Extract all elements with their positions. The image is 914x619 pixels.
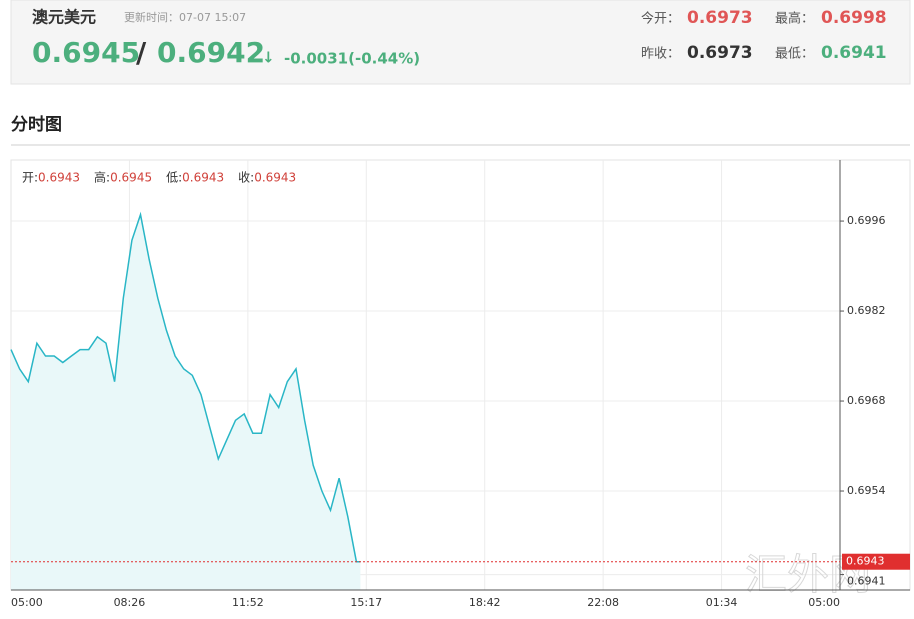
section-title: 分时图 <box>11 115 62 135</box>
ohlc-label: 低: <box>166 171 182 185</box>
x-tick-label: 18:42 <box>469 596 501 609</box>
current-price-box <box>842 553 910 570</box>
update-time: 更新时间：07-07 15:07 <box>124 10 246 24</box>
stat-label: 今开： <box>641 11 680 27</box>
price-change: -0.0031(-0.44%) <box>284 50 420 68</box>
y-tick-label: 0.6968 <box>847 394 886 407</box>
x-tick-label: 05:00 <box>11 596 43 609</box>
x-tick-label: 01:34 <box>706 596 738 609</box>
ask-price: 0.6942 <box>157 36 265 69</box>
stat-value: 0.6998 <box>821 8 887 28</box>
stat-label: 最低： <box>775 47 814 62</box>
x-tick-label: 08:26 <box>114 596 146 609</box>
stat-label: 最高： <box>775 11 814 27</box>
quote-panel <box>10 0 911 85</box>
separator: / <box>136 36 147 69</box>
y-tick-label: 0.6982 <box>847 304 886 317</box>
stat-value: 0.6973 <box>687 43 753 63</box>
y-tick-label: 0.6941 <box>847 575 886 588</box>
stat-value: 0.6941 <box>821 43 887 63</box>
stat-value: 0.6973 <box>687 8 753 28</box>
ohlc-label: 收: <box>238 171 254 185</box>
ohlc-label: 高: <box>94 170 110 185</box>
area-fill <box>11 214 361 590</box>
ohlc-value: 0.6943 <box>254 171 296 185</box>
current-price-label: 0.6943 <box>846 555 885 568</box>
x-tick-label: 15:17 <box>350 596 382 609</box>
ohlc-value: 0.6943 <box>182 171 224 185</box>
bid-price: 0.6945 <box>32 36 140 69</box>
x-tick-label: 05:00 <box>808 596 840 609</box>
y-tick-label: 0.6954 <box>847 484 886 497</box>
x-tick-label: 11:52 <box>232 596 264 609</box>
y-tick-label: 0.6996 <box>847 214 886 227</box>
ohlc-label: 开: <box>22 171 38 185</box>
x-tick-label: 22:08 <box>587 596 619 609</box>
stat-label: 昨收： <box>641 47 680 62</box>
symbol-title: 澳元美元 <box>32 8 96 27</box>
ohlc-value: 0.6945 <box>110 171 152 185</box>
price-line <box>10 211 361 563</box>
down-arrow: ↓ <box>262 49 275 67</box>
ohlc-value: 0.6943 <box>38 171 80 185</box>
